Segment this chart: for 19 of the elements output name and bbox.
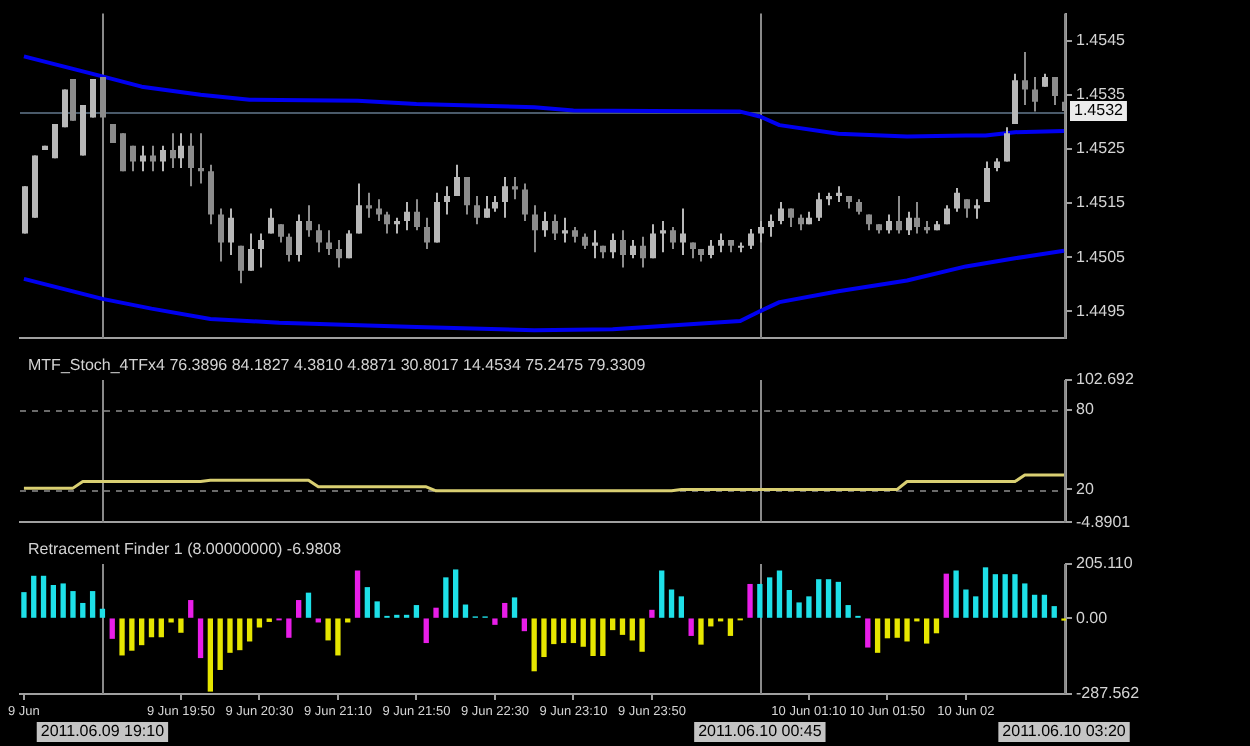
y-tick-label: 102.692 xyxy=(1076,370,1135,389)
chart-title: MTF_Stoch_4TFx4 76.3896 84.1827 4.3810 4.8871 30.8017 14.4534 75.2475 79.3309 xyxy=(28,356,647,375)
y-tick-label: 1.4505 xyxy=(1076,247,1127,266)
y-tick-label: 20 xyxy=(1076,479,1095,498)
ref-line-label: 1.4532 xyxy=(1074,101,1125,120)
ref-line-label: 2011.06.10 03:20 xyxy=(1002,722,1127,741)
y-tick-label: -4.8901 xyxy=(1076,512,1132,531)
y-tick-label: 0.00 xyxy=(1076,608,1109,627)
y-tick-label: 80 xyxy=(1076,400,1095,419)
ref-line-label: 2011.06.09 19:10 xyxy=(40,722,166,741)
y-tick-label: 1.4535 xyxy=(1076,85,1127,104)
y-tick-label: 1.4495 xyxy=(1076,301,1127,320)
y-tick-label: -287.562 xyxy=(1076,684,1141,703)
y-tick-label: 205.110 xyxy=(1076,554,1134,573)
chart-title: Retracement Finder 1 (8.00000000) -6.9808 xyxy=(28,540,343,559)
y-tick-label: 1.4525 xyxy=(1076,139,1127,158)
y-tick-label: 1.4515 xyxy=(1076,193,1127,212)
y-tick-label: 1.4545 xyxy=(1076,31,1127,50)
ref-line-label: 2011.06.10 00:45 xyxy=(698,722,823,741)
